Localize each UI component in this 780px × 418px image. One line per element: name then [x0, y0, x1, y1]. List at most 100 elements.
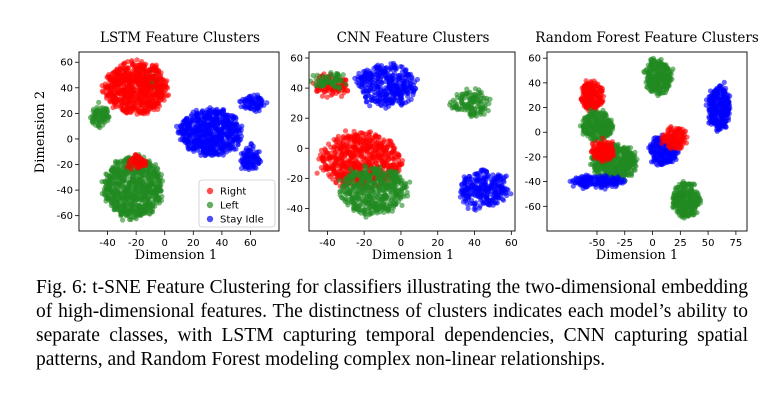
point — [246, 94, 252, 100]
point — [146, 200, 152, 206]
point — [486, 198, 492, 204]
point — [354, 190, 360, 197]
point — [106, 114, 112, 120]
point — [407, 179, 413, 185]
cnn-title: CNN Feature Clusters — [337, 30, 490, 46]
point — [154, 174, 160, 181]
point — [325, 155, 331, 162]
point — [126, 103, 132, 109]
point — [370, 149, 376, 155]
point — [367, 103, 373, 109]
y-tick-label: 60 — [290, 54, 303, 65]
point — [409, 74, 415, 80]
point — [214, 146, 220, 152]
point — [220, 108, 226, 114]
point — [115, 68, 121, 74]
point — [133, 66, 139, 72]
point — [391, 185, 397, 191]
point — [381, 69, 387, 75]
point — [385, 169, 391, 175]
y-tick-label: -40 — [57, 186, 73, 197]
point — [105, 195, 111, 201]
point — [136, 76, 142, 82]
point — [139, 67, 145, 73]
point — [411, 88, 417, 94]
point — [130, 202, 136, 208]
lstm-cluster-left — [87, 99, 112, 131]
point — [346, 172, 352, 178]
point — [238, 133, 244, 139]
cnn-cluster-left — [309, 70, 349, 92]
lstm-points — [87, 57, 270, 223]
point — [126, 160, 132, 166]
point — [328, 70, 334, 76]
point — [655, 63, 661, 69]
point — [487, 96, 493, 102]
point — [140, 107, 147, 113]
point — [473, 178, 480, 184]
x-tick-label: 40 — [215, 238, 228, 249]
point — [126, 192, 132, 198]
point — [340, 149, 346, 155]
point — [481, 182, 488, 188]
point — [380, 147, 387, 153]
point — [399, 202, 405, 208]
point — [209, 135, 215, 141]
x-tick-label: 60 — [505, 238, 518, 249]
point — [154, 89, 160, 95]
point — [180, 129, 186, 136]
point — [410, 92, 416, 98]
point — [314, 170, 320, 176]
point — [351, 183, 357, 189]
cnn-cluster-left — [336, 163, 413, 220]
point — [97, 125, 103, 131]
legend-label: Right — [220, 187, 246, 198]
point — [158, 188, 164, 194]
point — [363, 196, 369, 202]
point — [472, 86, 478, 92]
point — [357, 185, 363, 192]
point — [383, 180, 389, 187]
point — [489, 181, 495, 187]
point — [120, 217, 126, 223]
point — [151, 107, 157, 113]
point — [215, 127, 221, 133]
point — [346, 178, 352, 184]
point — [125, 59, 131, 65]
point — [246, 159, 252, 165]
point — [247, 103, 253, 109]
point — [129, 59, 135, 65]
point — [490, 172, 496, 178]
point — [120, 204, 126, 210]
point — [335, 133, 341, 139]
point — [367, 211, 373, 218]
point — [319, 83, 325, 89]
point — [505, 187, 511, 193]
point — [133, 157, 139, 163]
point — [130, 192, 136, 199]
point — [125, 196, 131, 203]
point — [336, 177, 343, 183]
point — [108, 202, 114, 209]
point — [324, 94, 330, 100]
point — [244, 152, 251, 158]
point — [382, 206, 388, 212]
point — [119, 169, 125, 175]
point — [400, 82, 406, 88]
point — [142, 103, 148, 109]
point — [456, 106, 462, 112]
point — [120, 101, 126, 107]
point — [347, 166, 354, 172]
point — [133, 185, 140, 191]
point — [382, 173, 388, 179]
point — [99, 88, 105, 94]
point — [219, 132, 225, 139]
point — [111, 207, 118, 213]
point — [332, 159, 338, 165]
point — [401, 193, 407, 199]
point — [191, 129, 197, 135]
point — [348, 198, 354, 205]
point — [591, 78, 597, 84]
point — [230, 113, 236, 119]
